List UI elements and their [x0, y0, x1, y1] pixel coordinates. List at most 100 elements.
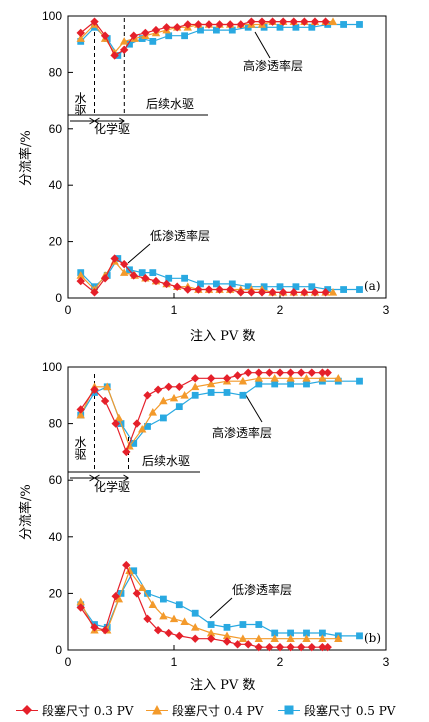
- low-layer-leader-b: [209, 597, 233, 619]
- point-a-0.3pv-high-17: [257, 17, 267, 26]
- point-b-0.3pv-low-12: [222, 637, 232, 646]
- point-b-0.3pv-low-14: [244, 640, 253, 649]
- point-b-0.5pv-high-13: [271, 380, 279, 388]
- point-a-0.4pv-low-24: [328, 288, 338, 296]
- point-b-0.4pv-low-9: [180, 617, 189, 625]
- point-a-0.3pv-high-11: [194, 20, 203, 29]
- point-a-0.5pv-high-8: [181, 32, 188, 40]
- point-a-0.3pv-low-2: [100, 274, 110, 283]
- point-b-0.4pv-high-19: [334, 374, 343, 382]
- point-a-0.3pv-high-7: [151, 25, 161, 35]
- point-b-0.3pv-high-17: [275, 368, 285, 377]
- point-b-0.4pv-low-16: [286, 634, 295, 642]
- y-tick-label-b-20: 20: [49, 586, 63, 600]
- series-line-a-0.3pv-high: [80, 20, 326, 57]
- point-a-0.5pv-low-5: [138, 269, 146, 277]
- point-a-0.5pv-high-9: [197, 26, 204, 34]
- point-b-0.4pv-low-14: [254, 634, 263, 642]
- high-layer-leader-b: [243, 391, 263, 423]
- point-b-0.3pv-low-19: [297, 642, 306, 652]
- point-a-0.3pv-low-3: [110, 254, 119, 263]
- y-tick-label-a-40: 40: [49, 178, 63, 192]
- point-b-0.4pv-low-15: [270, 634, 279, 642]
- x-tick-label-a-1: 1: [171, 303, 178, 317]
- y-tick-label-b-40: 40: [49, 530, 63, 544]
- low-layer-label-b: 低渗透率层: [232, 582, 292, 597]
- point-b-0.5pv-low-8: [191, 609, 199, 617]
- point-b-0.3pv-high-11: [206, 374, 216, 383]
- point-b-0.3pv-low-9: [175, 631, 184, 641]
- point-a-0.3pv-high-22: [310, 17, 320, 26]
- point-a-0.3pv-high-5: [129, 31, 138, 40]
- y-tick-label-b-0: 0: [55, 643, 62, 657]
- x-tick-label-a-0: 0: [65, 303, 72, 317]
- point-a-0.3pv-low-23: [321, 288, 330, 297]
- point-a-0.5pv-low-7: [165, 274, 173, 282]
- point-a-0.3pv-low-4: [119, 259, 129, 269]
- point-b-0.3pv-low-21: [318, 642, 327, 652]
- low-layer-leader-a: [127, 243, 151, 264]
- point-a-0.3pv-low-1: [90, 288, 99, 297]
- x-tick-label-b-3: 3: [383, 655, 390, 669]
- ticks-b: 0 1 2 3 0 20 40 60 80 100: [42, 360, 390, 669]
- point-b-0.5pv-high-18: [356, 377, 363, 385]
- x-tick-label-b-0: 0: [65, 655, 72, 669]
- point-b-0.3pv-high-21: [318, 368, 327, 377]
- high-layer-label-a: 高渗透率层: [243, 58, 303, 73]
- point-b-0.4pv-high-10: [191, 382, 200, 391]
- series-line-b-0.4pv-low: [80, 569, 339, 640]
- point-b-0.3pv-high-9: [175, 382, 184, 392]
- point-b-0.4pv-high-11: [206, 379, 216, 388]
- point-b-0.4pv-high-15: [270, 374, 279, 382]
- point-b-0.4pv-low-3: [114, 594, 124, 603]
- point-b-0.5pv-low-10: [223, 623, 231, 631]
- point-b-0.3pv-high-19: [297, 368, 306, 377]
- point-b-0.3pv-low-17: [275, 642, 285, 652]
- stage-annotations-a: 水驱 化学驱 后续水驱: [68, 18, 208, 136]
- point-b-0.5pv-high-6: [160, 414, 167, 422]
- point-a-0.5pv-low-18: [340, 286, 347, 293]
- point-a-0.3pv-high-3: [110, 51, 119, 60]
- point-b-0.3pv-low-15: [254, 642, 263, 652]
- point-b-0.5pv-high-15: [303, 380, 310, 388]
- legend-swatch-0.3pv: [16, 704, 38, 716]
- point-a-0.3pv-low-15: [236, 288, 245, 297]
- point-b-0.3pv-low-2: [100, 625, 110, 635]
- point-a-0.3pv-high-2: [100, 31, 110, 40]
- chemical-flood-label-a: 化学驱: [94, 121, 130, 136]
- y-tick-label-b-100: 100: [42, 360, 62, 374]
- series-group-b: [76, 368, 363, 652]
- point-a-0.3pv-low-11: [194, 285, 203, 294]
- point-b-0.4pv-low-12: [222, 631, 232, 640]
- point-a-0.3pv-low-14: [225, 285, 235, 294]
- point-b-0.4pv-low-6: [148, 600, 157, 609]
- point-a-0.5pv-high-19: [356, 21, 363, 28]
- point-b-0.4pv-high-8: [169, 393, 179, 402]
- point-a-0.5pv-high-4: [126, 40, 133, 48]
- point-b-0.4pv-high-2: [103, 382, 112, 391]
- legend-item-0.3pv: 段塞尺寸 0.3 PV: [16, 700, 133, 720]
- water-flood-label-a: 水驱: [73, 92, 87, 116]
- point-b-0.4pv-low-13: [238, 634, 248, 642]
- x-tick-label-a-2: 2: [277, 303, 284, 317]
- square-icon: [284, 705, 294, 715]
- point-b-0.5pv-low-13: [271, 629, 279, 637]
- point-a-0.3pv-low-21: [300, 288, 309, 297]
- point-b-0.4pv-low-17: [302, 634, 311, 642]
- point-a-0.3pv-high-1: [90, 17, 99, 26]
- point-b-0.3pv-high-6: [143, 391, 152, 400]
- point-a-0.3pv-high-18: [268, 17, 277, 26]
- series-line-b-0.5pv-low: [80, 569, 360, 637]
- point-b-0.5pv-high-9: [207, 389, 215, 396]
- point-b-0.3pv-high-8: [164, 382, 173, 392]
- point-a-0.5pv-high-15: [292, 23, 300, 31]
- stage-annotations-b: 水驱 化学驱 后续水驱: [68, 374, 200, 494]
- point-a-0.3pv-high-10: [183, 20, 192, 29]
- point-a-0.5pv-low-9: [197, 280, 204, 288]
- point-b-0.3pv-high-14: [244, 368, 253, 377]
- point-a-0.4pv-low-4: [119, 268, 129, 276]
- point-a-0.3pv-low-10: [183, 285, 192, 294]
- point-b-0.3pv-low-13: [233, 640, 242, 649]
- point-a-0.3pv-high-9: [172, 23, 182, 32]
